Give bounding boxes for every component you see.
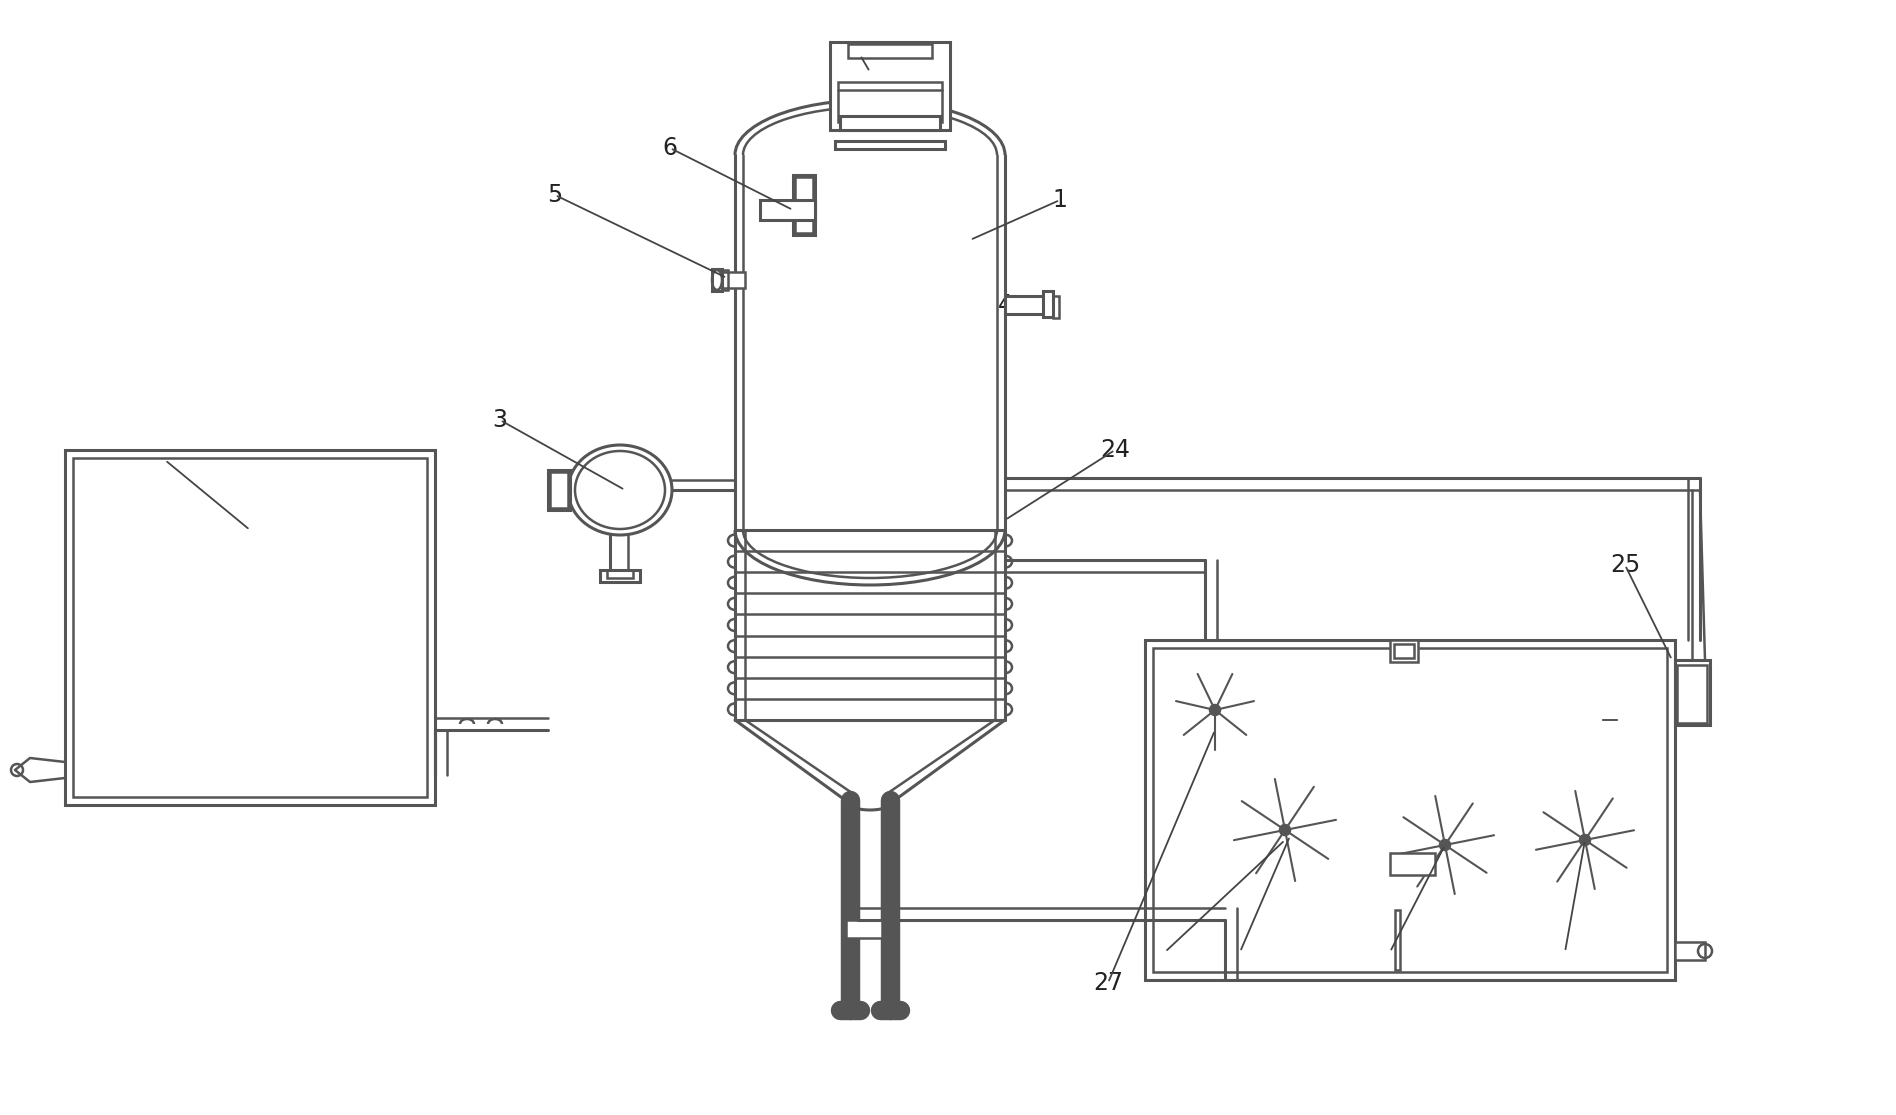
- Bar: [548, 471, 571, 510]
- Bar: [64, 450, 434, 805]
- Bar: [846, 920, 882, 938]
- Bar: [793, 175, 815, 235]
- Text: 33: 33: [1375, 940, 1405, 964]
- Bar: [794, 177, 813, 233]
- Text: 1: 1: [1052, 188, 1067, 212]
- Text: 25: 25: [1610, 553, 1640, 576]
- Bar: [1043, 291, 1052, 317]
- Text: 4: 4: [997, 293, 1012, 317]
- Text: 27: 27: [1092, 971, 1122, 995]
- Bar: [848, 43, 933, 58]
- Bar: [1674, 942, 1705, 960]
- Bar: [550, 472, 569, 508]
- Text: 7: 7: [848, 43, 863, 67]
- Bar: [830, 42, 950, 130]
- Text: 2: 2: [157, 448, 173, 472]
- Bar: [1390, 640, 1418, 662]
- Text: 26: 26: [1151, 940, 1179, 964]
- Bar: [760, 200, 815, 220]
- Bar: [720, 272, 745, 288]
- Bar: [722, 270, 728, 290]
- Ellipse shape: [1210, 705, 1219, 715]
- Ellipse shape: [1280, 825, 1289, 835]
- Bar: [1674, 660, 1710, 725]
- Bar: [713, 269, 722, 291]
- Bar: [834, 140, 944, 149]
- Bar: [1052, 295, 1060, 318]
- Bar: [74, 458, 427, 797]
- Bar: [1145, 640, 1674, 980]
- Ellipse shape: [574, 450, 665, 529]
- Bar: [1390, 853, 1435, 875]
- Text: 24: 24: [1100, 438, 1130, 462]
- Text: 29: 29: [1225, 940, 1255, 964]
- Bar: [1395, 910, 1399, 970]
- Bar: [840, 116, 940, 130]
- Bar: [1005, 295, 1045, 314]
- Bar: [1153, 648, 1667, 972]
- Ellipse shape: [1439, 840, 1450, 850]
- Ellipse shape: [569, 445, 671, 535]
- Text: 3: 3: [493, 408, 508, 432]
- Text: 23: 23: [1606, 708, 1634, 733]
- Bar: [607, 570, 633, 578]
- Bar: [599, 570, 641, 582]
- Ellipse shape: [1579, 835, 1591, 845]
- Text: 5: 5: [548, 183, 563, 207]
- Bar: [1394, 644, 1414, 658]
- Text: 6: 6: [662, 136, 677, 159]
- Bar: [838, 83, 942, 122]
- Bar: [1676, 665, 1706, 723]
- Text: 28: 28: [1549, 940, 1579, 964]
- Bar: [736, 155, 1005, 530]
